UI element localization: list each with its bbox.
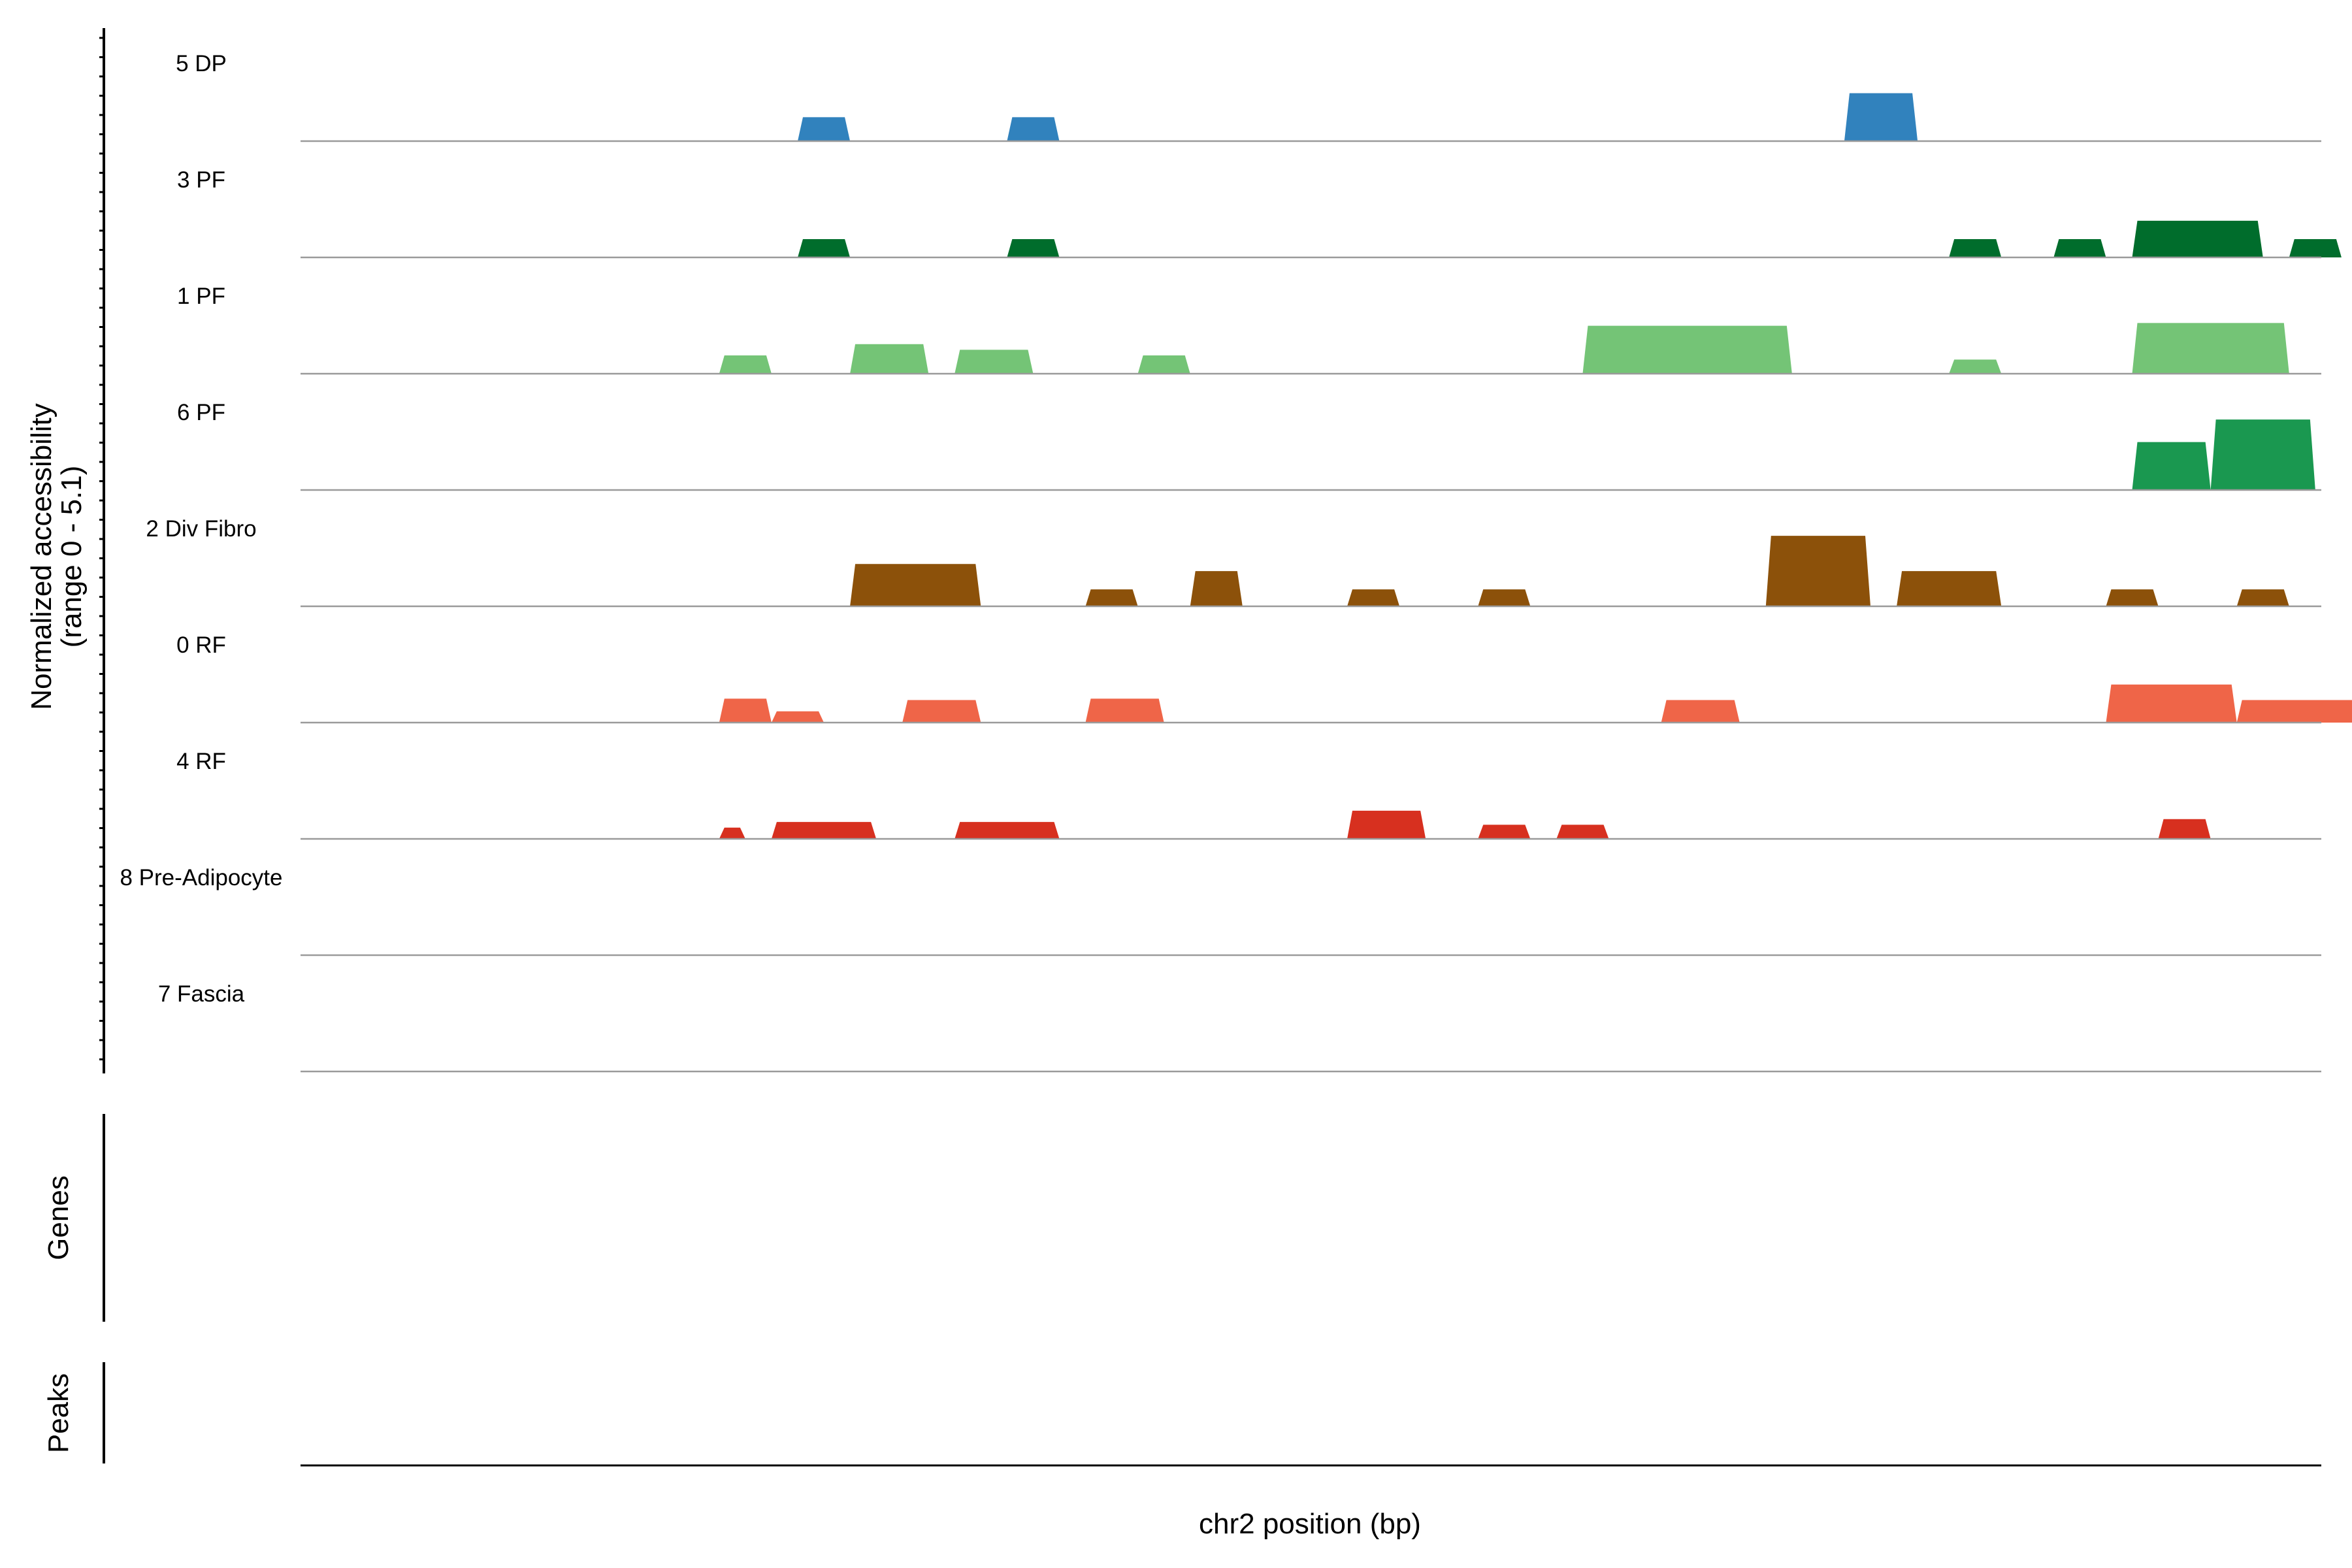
accessibility-peak	[2106, 684, 2237, 723]
track-7-fascia: 7 Fascia	[158, 981, 2321, 1073]
coverage-tracks: 5 DP 3 PF 1 PF 6 PF 2 Div Fibro 0 RF 4 RF 8 Pre…	[120, 51, 2352, 1073]
accessibility-peak	[2106, 589, 2159, 606]
accessibility-peak	[1844, 93, 1918, 141]
accessibility-peak	[1661, 700, 1740, 723]
track-4-rf: 4 RF	[176, 749, 2321, 840]
track-label: 7 Fascia	[158, 981, 245, 1007]
accessibility-peak	[955, 350, 1034, 374]
accessibility-peak	[1765, 536, 1870, 606]
accessibility-peak	[850, 564, 981, 606]
genes-panel-label: Genes	[42, 1175, 74, 1260]
accessibility-peak	[2158, 819, 2211, 839]
accessibility-peak	[1582, 325, 1792, 374]
accessibility-peak	[1085, 698, 1164, 723]
accessibility-peak	[771, 822, 877, 839]
accessibility-peak	[1007, 238, 1060, 257]
accessibility-peak	[955, 822, 1060, 839]
accessibility-peak	[2132, 323, 2289, 374]
accessibility-peak	[2132, 442, 2211, 490]
track-label: 2 Div Fibro	[146, 516, 256, 542]
accessibility-peak	[1478, 825, 1531, 839]
track-label: 3 PF	[177, 167, 225, 193]
coverage-y-axis	[99, 28, 105, 1073]
track-label: 4 RF	[176, 749, 226, 774]
accessibility-peak	[2236, 700, 2352, 723]
accessibility-peak	[1347, 589, 1400, 606]
track-2-div-fibro: 2 Div Fibro	[146, 516, 2321, 608]
accessibility-peak	[1137, 355, 1190, 374]
accessibility-peak	[2289, 238, 2342, 257]
track-8-pre-adipocyte: 8 Pre-Adipocyte	[120, 865, 2321, 956]
track-5-dp: 5 DP	[176, 51, 2321, 142]
accessibility-peak	[1478, 589, 1531, 606]
track-label: 6 PF	[177, 400, 225, 425]
track-0-rf: 0 RF	[176, 632, 2352, 724]
x-axis-title: chr2 position (bp)	[1199, 1508, 1421, 1540]
accessibility-peak	[1085, 589, 1138, 606]
accessibility-peak	[1007, 117, 1060, 141]
accessibility-peak	[1897, 571, 2002, 606]
accessibility-peak	[797, 238, 851, 257]
accessibility-peak	[902, 700, 981, 723]
accessibility-peak	[719, 698, 772, 723]
track-1-pf: 1 PF	[177, 284, 2321, 375]
accessibility-peak	[1949, 238, 2002, 257]
accessibility-peak	[2210, 419, 2315, 490]
track-label: 0 RF	[176, 632, 226, 658]
track-label: 8 Pre-Adipocyte	[120, 865, 282, 890]
accessibility-peak	[797, 117, 851, 141]
peaks-panel-label: Peaks	[42, 1373, 74, 1453]
track-label: 1 PF	[177, 284, 225, 309]
accessibility-peak	[1347, 810, 1426, 839]
track-6-pf: 6 PF	[177, 400, 2321, 491]
track-3-pf: 3 PF	[177, 167, 2342, 259]
accessibility-peak	[771, 711, 824, 723]
accessibility-peak	[1190, 571, 1243, 606]
accessibility-peak	[1556, 825, 1609, 839]
y-axis-title-line2: (range 0 - 5.1)	[56, 466, 88, 648]
accessibility-peak	[719, 827, 745, 839]
accessibility-peak	[2236, 589, 2289, 606]
accessibility-peak	[719, 355, 772, 374]
accessibility-peak	[2053, 238, 2106, 257]
accessibility-peak	[1949, 359, 2002, 374]
y-axis-title-line1: Normalized accessibility	[25, 403, 57, 710]
accessibility-peak	[2132, 220, 2263, 257]
accessibility-peak	[850, 344, 929, 374]
track-label: 5 DP	[176, 51, 227, 76]
